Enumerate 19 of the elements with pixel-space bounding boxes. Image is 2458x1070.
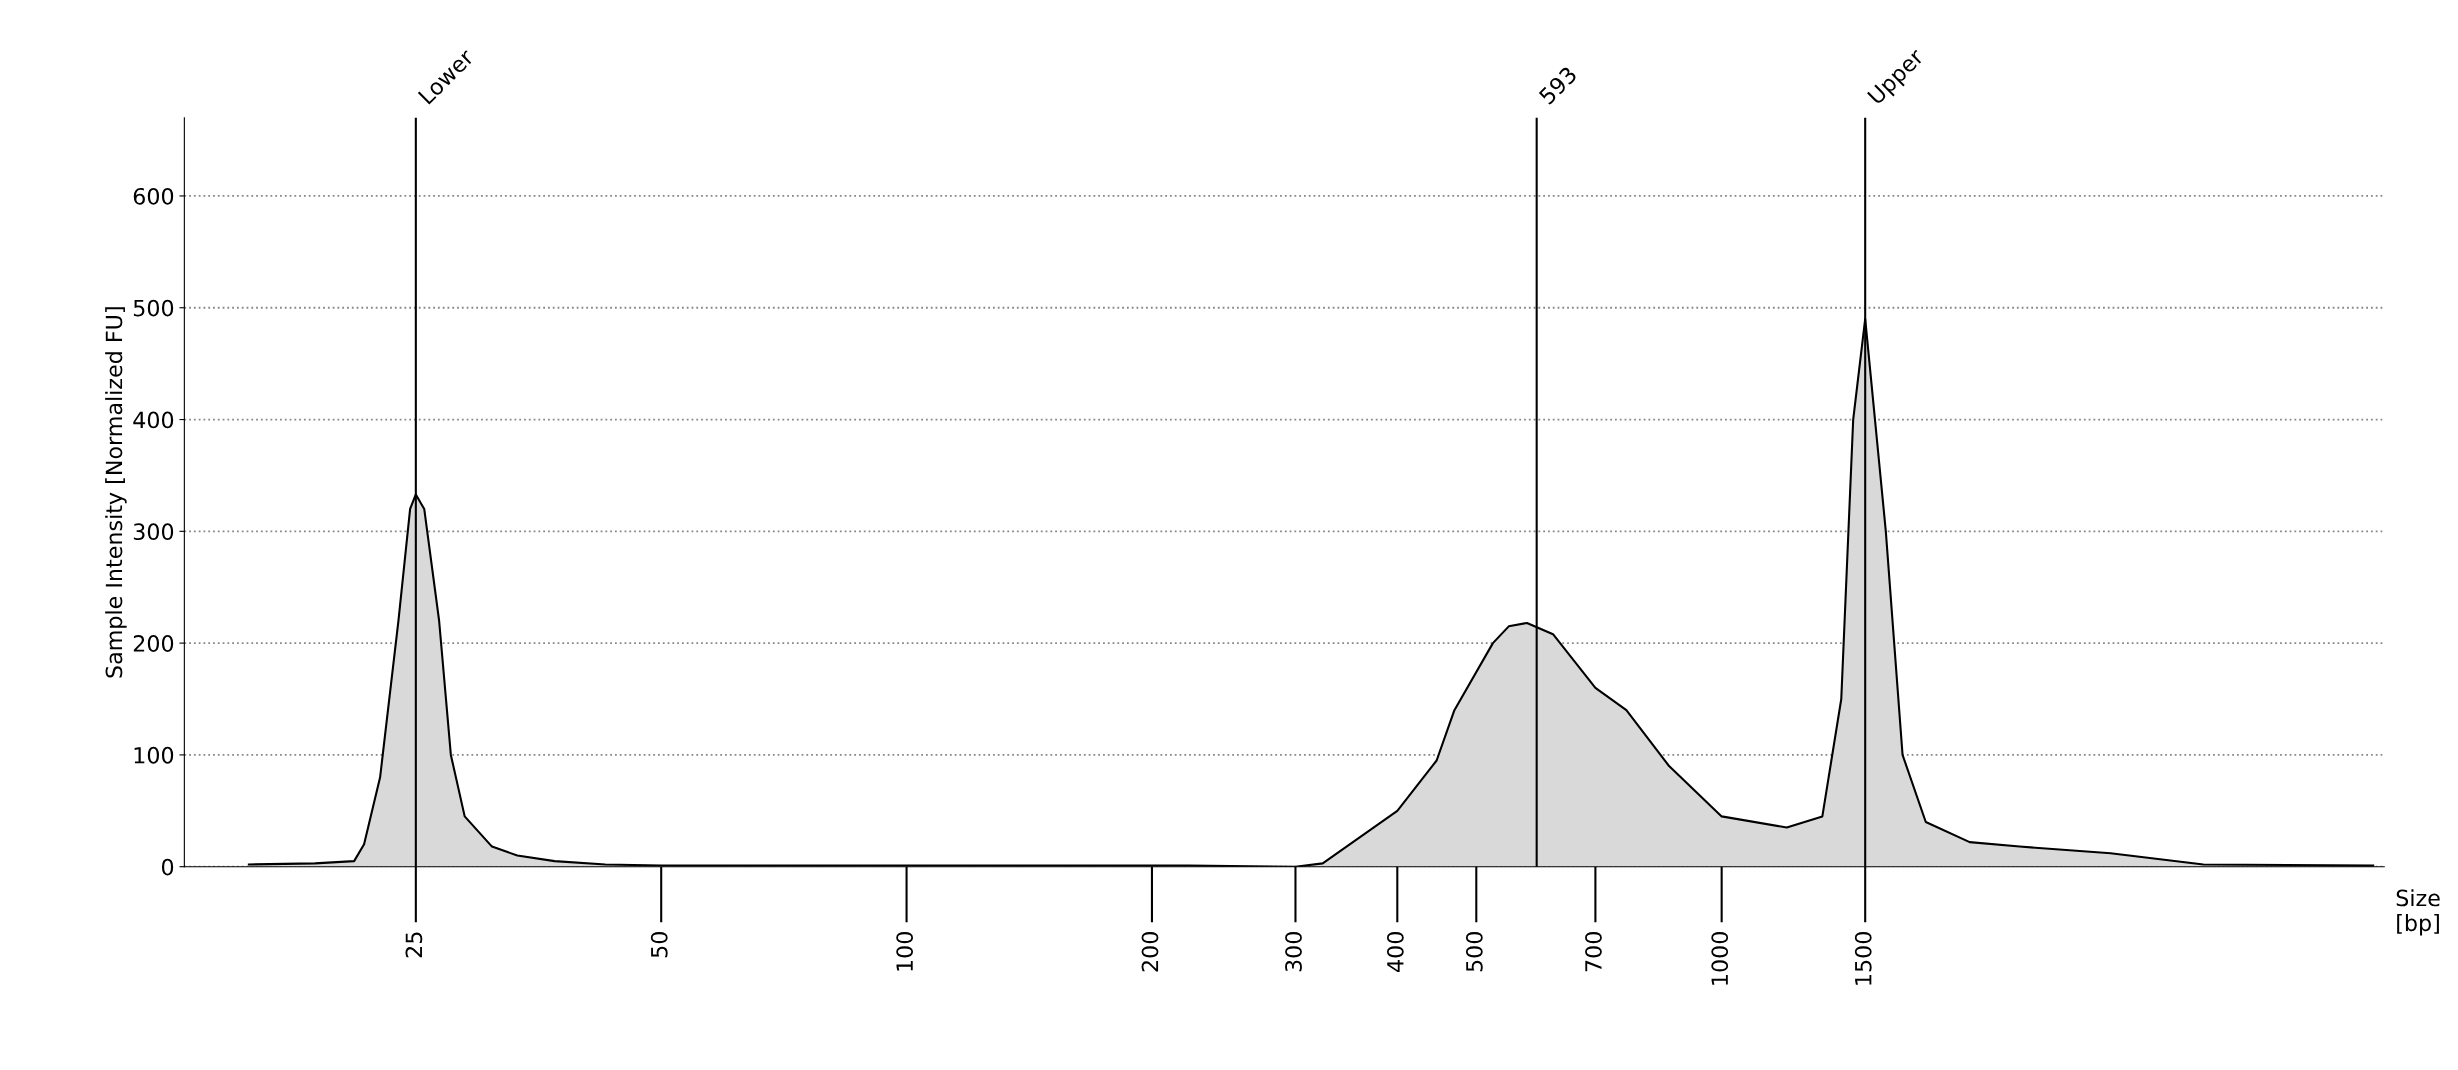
y-tick-label: 400 bbox=[133, 411, 174, 429]
x-tick-label: 200 bbox=[1141, 932, 1159, 972]
y-tick-label: 500 bbox=[133, 299, 174, 317]
x-tick-label: 700 bbox=[1585, 932, 1602, 972]
x-tick-label: 1000 bbox=[1711, 932, 1729, 985]
y-tick-label: 200 bbox=[133, 635, 174, 652]
y-tick-label: 100 bbox=[134, 746, 174, 764]
x-tick-label: 400 bbox=[1386, 932, 1404, 972]
x-axis-title: Size [bp] bbox=[2396, 889, 2440, 936]
y-tick-label: 0 bbox=[161, 858, 174, 876]
y-tick-label: 600 bbox=[133, 187, 174, 205]
x-tick-label: 300 bbox=[1285, 932, 1302, 972]
x-tick-label: 1500 bbox=[1854, 932, 1872, 985]
y-tick-label: 300 bbox=[133, 523, 174, 541]
y-axis-title: Sample Intensity [Normalized FU] bbox=[105, 307, 127, 678]
x-tick-label: 50 bbox=[650, 932, 668, 958]
x-tick-label: 25 bbox=[405, 932, 423, 958]
x-tick-label: 100 bbox=[896, 932, 914, 971]
x-tick-label: 500 bbox=[1465, 932, 1483, 972]
